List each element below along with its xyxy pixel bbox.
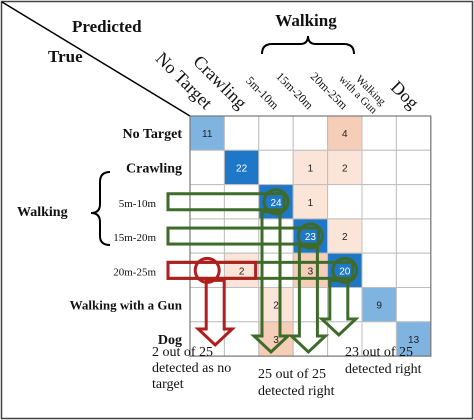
matrix-cell-value: 13 xyxy=(408,335,420,346)
matrix-cell-value: 2 xyxy=(273,301,279,312)
matrix-cell xyxy=(258,252,294,288)
matrix-cell xyxy=(258,149,294,186)
green-down-arrow xyxy=(318,278,360,338)
matrix-cell xyxy=(361,149,397,186)
row-label: Crawling xyxy=(126,161,182,176)
row-label: Dog xyxy=(158,333,182,348)
matrix-cell-value: 2 xyxy=(342,163,348,174)
row-labels: No Target Crawling 5m-10m 15m-20m 20m-25m Wal… xyxy=(70,127,183,348)
matrix-cell xyxy=(395,321,432,357)
matrix-cell xyxy=(223,218,260,254)
matrix-cell xyxy=(223,184,260,220)
matrix-cell xyxy=(292,115,329,151)
green-circle xyxy=(296,222,324,250)
green-middle-annotation: 25 out of 25 detected right xyxy=(258,367,335,399)
red-annotation: 2 out of 25 detected as no target xyxy=(152,345,231,392)
green-row-highlight xyxy=(166,226,320,246)
green-middle-annotation-line-2: detected right xyxy=(258,384,335,399)
matrix-cell xyxy=(292,149,329,186)
matrix-cell-value: 22 xyxy=(236,163,248,174)
matrix-cell xyxy=(258,321,294,357)
row-label: 20m-25m xyxy=(113,266,156,278)
matrix-cell xyxy=(361,287,397,323)
matrix-cell xyxy=(292,184,329,220)
header-diagonal-line xyxy=(1,1,191,117)
matrix-cell xyxy=(395,287,432,323)
matrix-cell xyxy=(361,184,397,220)
matrix-cell-value: 2 xyxy=(239,266,245,277)
green-circle xyxy=(262,188,290,216)
matrix-cell xyxy=(258,115,294,151)
predicted-label: Predicted xyxy=(72,17,142,36)
matrix-cell xyxy=(189,184,225,220)
walking-row-group-label: Walking xyxy=(17,205,68,220)
green-down-arrow xyxy=(287,244,330,355)
matrix-cell-value: 4 xyxy=(342,129,348,140)
matrix-cell xyxy=(395,218,432,254)
red-annotation-line-1: 2 out of 25 xyxy=(152,345,213,360)
matrix-cell-value: 1 xyxy=(308,163,314,174)
red-row-highlight xyxy=(166,260,258,280)
walking-row-brace xyxy=(90,171,111,246)
matrix-cell xyxy=(223,287,260,323)
green-middle-annotation-line-1: 25 out of 25 xyxy=(258,367,326,382)
red-annotation-line-3: target xyxy=(152,377,184,392)
matrix-cell xyxy=(395,115,432,151)
matrix-cell xyxy=(395,252,432,288)
green-circle xyxy=(331,256,359,284)
matrix-cell xyxy=(361,321,397,357)
matrix-cell xyxy=(189,218,225,254)
matrix-cell xyxy=(223,115,260,151)
matrix-cell-value: 20 xyxy=(339,266,351,277)
matrix-cell-value: 2 xyxy=(342,232,348,243)
column-header: Dog xyxy=(387,77,423,113)
matrix-cell-value: 23 xyxy=(305,232,317,243)
matrix-cell xyxy=(395,184,432,220)
matrix-cell xyxy=(361,252,397,288)
matrix-cell-value: 1 xyxy=(308,198,314,209)
green-row-highlight xyxy=(166,192,286,212)
matrix-cell xyxy=(361,115,397,151)
matrix-cell xyxy=(395,149,432,186)
confusion-matrix: 11 422 1 224 123 22 3 202 93 13 xyxy=(189,115,432,357)
column-header-label: Dog xyxy=(387,77,423,113)
annotation-overlays xyxy=(166,188,360,355)
row-label: Walking with a Gun xyxy=(70,298,183,313)
row-label: 5m-10m xyxy=(119,198,157,210)
matrix-cell xyxy=(361,218,397,254)
matrix-cell-value: 3 xyxy=(273,335,279,346)
matrix-cell-value: 11 xyxy=(202,129,213,140)
green-right-annotation-line-2: detected right xyxy=(345,362,422,377)
red-down-arrow xyxy=(194,278,236,348)
walking-column-brace xyxy=(261,35,355,55)
row-label: No Target xyxy=(123,127,183,142)
matrix-cell-value: 3 xyxy=(308,266,314,277)
matrix-border xyxy=(189,115,432,357)
green-right-annotation-line-1: 23 out of 25 xyxy=(345,345,413,360)
red-annotation-line-2: detected as no xyxy=(152,361,231,376)
matrix-cell xyxy=(327,184,363,220)
matrix-cell xyxy=(327,287,363,323)
green-right-annotation: 23 out of 25 detected right xyxy=(345,345,422,377)
matrix-cell xyxy=(189,149,225,186)
matrix-cell xyxy=(258,218,294,254)
true-label: True xyxy=(48,47,83,66)
matrix-cell-value: 24 xyxy=(270,198,282,209)
matrix-cell xyxy=(223,321,260,357)
matrix-cell-value: 9 xyxy=(376,301,382,312)
row-label: 15m-20m xyxy=(113,232,156,244)
walking-group-label: Walking xyxy=(275,11,337,30)
green-down-arrow xyxy=(250,210,292,355)
